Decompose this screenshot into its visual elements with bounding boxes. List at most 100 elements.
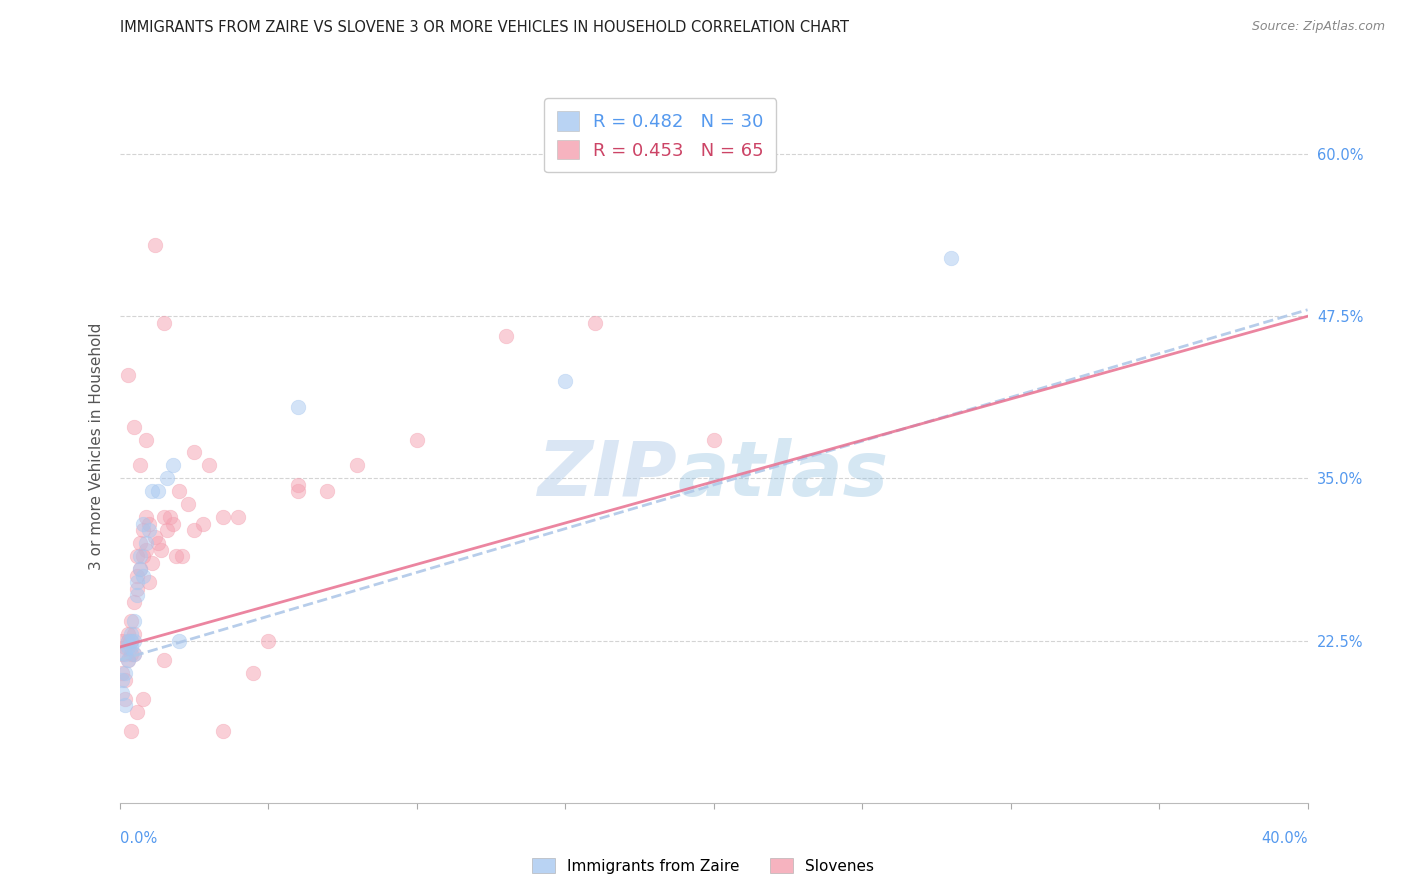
Point bbox=[120, 614, 142, 628]
Point bbox=[124, 595, 146, 609]
Point bbox=[257, 633, 280, 648]
Point bbox=[177, 497, 200, 511]
Point bbox=[346, 458, 368, 473]
Point bbox=[405, 433, 427, 447]
Point bbox=[162, 458, 184, 473]
Point bbox=[153, 653, 176, 667]
Point bbox=[114, 666, 136, 681]
Point bbox=[132, 549, 155, 564]
Point bbox=[127, 582, 149, 596]
Legend: Immigrants from Zaire, Slovenes: Immigrants from Zaire, Slovenes bbox=[526, 852, 880, 880]
Point bbox=[143, 238, 166, 252]
Point bbox=[132, 516, 155, 531]
Point bbox=[124, 647, 146, 661]
Point bbox=[127, 575, 149, 590]
Point bbox=[117, 633, 139, 648]
Point bbox=[150, 542, 173, 557]
Point bbox=[167, 484, 190, 499]
Point bbox=[316, 484, 339, 499]
Point bbox=[138, 524, 160, 538]
Point bbox=[135, 510, 157, 524]
Point bbox=[129, 536, 152, 550]
Point bbox=[132, 568, 155, 582]
Legend: R = 0.482   N = 30, R = 0.453   N = 65: R = 0.482 N = 30, R = 0.453 N = 65 bbox=[544, 98, 776, 172]
Point bbox=[111, 666, 134, 681]
Point bbox=[138, 575, 160, 590]
Point bbox=[159, 510, 181, 524]
Point bbox=[114, 673, 136, 687]
Point bbox=[132, 692, 155, 706]
Y-axis label: 3 or more Vehicles in Household: 3 or more Vehicles in Household bbox=[89, 322, 104, 570]
Point bbox=[117, 640, 139, 654]
Point bbox=[117, 653, 139, 667]
Point bbox=[554, 374, 576, 388]
Point bbox=[124, 627, 146, 641]
Point bbox=[124, 614, 146, 628]
Text: atlas: atlas bbox=[678, 438, 889, 511]
Point bbox=[228, 510, 250, 524]
Point bbox=[197, 458, 219, 473]
Text: 40.0%: 40.0% bbox=[1261, 831, 1308, 847]
Point bbox=[129, 562, 152, 576]
Point bbox=[287, 400, 309, 414]
Point bbox=[120, 647, 142, 661]
Point bbox=[167, 633, 190, 648]
Point bbox=[183, 445, 205, 459]
Point bbox=[132, 524, 155, 538]
Point bbox=[191, 516, 214, 531]
Point bbox=[146, 536, 169, 550]
Point bbox=[111, 633, 134, 648]
Point bbox=[124, 419, 146, 434]
Point bbox=[135, 542, 157, 557]
Point bbox=[127, 549, 149, 564]
Point bbox=[135, 536, 157, 550]
Point bbox=[120, 640, 142, 654]
Point bbox=[153, 316, 176, 330]
Point bbox=[156, 471, 179, 485]
Point bbox=[114, 640, 136, 654]
Point bbox=[114, 698, 136, 713]
Point bbox=[129, 562, 152, 576]
Point bbox=[138, 516, 160, 531]
Text: ZIP: ZIP bbox=[538, 438, 678, 511]
Point bbox=[117, 627, 139, 641]
Point bbox=[111, 685, 134, 699]
Point bbox=[129, 458, 152, 473]
Point bbox=[111, 673, 134, 687]
Point bbox=[495, 328, 517, 343]
Point bbox=[143, 530, 166, 544]
Point bbox=[583, 316, 606, 330]
Point bbox=[120, 724, 142, 739]
Point bbox=[165, 549, 187, 564]
Point bbox=[141, 484, 163, 499]
Point bbox=[162, 516, 184, 531]
Point bbox=[127, 705, 149, 719]
Point bbox=[114, 647, 136, 661]
Point bbox=[117, 633, 139, 648]
Point bbox=[939, 251, 962, 265]
Point bbox=[702, 433, 725, 447]
Point bbox=[120, 633, 142, 648]
Point bbox=[287, 484, 309, 499]
Point bbox=[156, 524, 179, 538]
Point bbox=[124, 647, 146, 661]
Point bbox=[117, 368, 139, 382]
Point bbox=[212, 724, 235, 739]
Point bbox=[111, 647, 134, 661]
Point bbox=[146, 484, 169, 499]
Point bbox=[129, 549, 152, 564]
Point bbox=[127, 568, 149, 582]
Point bbox=[135, 433, 157, 447]
Point bbox=[120, 627, 142, 641]
Text: IMMIGRANTS FROM ZAIRE VS SLOVENE 3 OR MORE VEHICLES IN HOUSEHOLD CORRELATION CHA: IMMIGRANTS FROM ZAIRE VS SLOVENE 3 OR MO… bbox=[120, 20, 848, 35]
Point bbox=[170, 549, 193, 564]
Point bbox=[117, 653, 139, 667]
Point bbox=[183, 524, 205, 538]
Text: Source: ZipAtlas.com: Source: ZipAtlas.com bbox=[1251, 20, 1385, 33]
Point bbox=[114, 692, 136, 706]
Point bbox=[120, 633, 142, 648]
Text: 0.0%: 0.0% bbox=[120, 831, 156, 847]
Point bbox=[287, 478, 309, 492]
Point bbox=[127, 588, 149, 602]
Point bbox=[141, 556, 163, 570]
